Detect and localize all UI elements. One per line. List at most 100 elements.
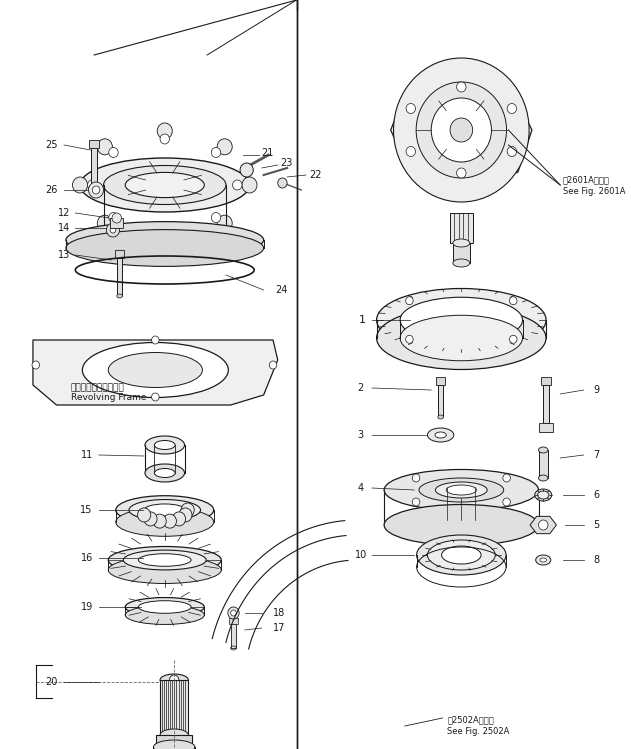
Ellipse shape [145, 436, 184, 454]
Text: 第2601A図参照: 第2601A図参照 [563, 175, 610, 184]
Ellipse shape [540, 558, 546, 562]
Bar [438, 385, 444, 417]
Circle shape [160, 226, 170, 236]
Ellipse shape [129, 500, 201, 521]
Bar [436, 377, 445, 385]
Text: 4: 4 [358, 483, 363, 493]
Bar [117, 258, 122, 296]
Text: 26: 26 [45, 185, 58, 195]
Circle shape [73, 177, 88, 193]
Text: 19: 19 [81, 602, 93, 612]
Circle shape [97, 139, 112, 155]
Circle shape [269, 361, 277, 369]
Ellipse shape [66, 222, 264, 258]
Ellipse shape [446, 485, 476, 495]
Ellipse shape [153, 740, 195, 749]
Text: レボルビングフレーム: レボルビングフレーム [71, 383, 124, 392]
Circle shape [431, 98, 492, 162]
Ellipse shape [435, 482, 487, 498]
Text: 24: 24 [275, 285, 287, 295]
Circle shape [406, 297, 413, 305]
Ellipse shape [160, 729, 188, 741]
Circle shape [509, 297, 517, 305]
Text: 21: 21 [262, 148, 274, 158]
Circle shape [406, 147, 415, 157]
Text: See Fig. 2502A: See Fig. 2502A [447, 727, 510, 736]
Bar [450, 213, 473, 243]
Text: 10: 10 [355, 550, 367, 560]
Circle shape [153, 514, 166, 528]
Circle shape [242, 177, 257, 193]
Circle shape [157, 231, 172, 247]
Bar [229, 618, 238, 624]
Ellipse shape [116, 508, 214, 536]
Ellipse shape [442, 546, 481, 564]
Ellipse shape [400, 297, 522, 343]
Ellipse shape [538, 491, 549, 499]
Ellipse shape [125, 598, 204, 616]
Polygon shape [391, 70, 532, 193]
Circle shape [412, 474, 420, 482]
Polygon shape [530, 516, 557, 533]
Ellipse shape [427, 540, 495, 570]
Circle shape [503, 498, 510, 506]
Bar [153, 747, 195, 749]
Ellipse shape [125, 605, 204, 625]
Ellipse shape [538, 447, 548, 453]
Circle shape [112, 213, 121, 223]
Text: 16: 16 [81, 553, 93, 563]
Text: 5: 5 [593, 520, 599, 530]
Ellipse shape [155, 440, 175, 449]
Circle shape [457, 82, 466, 92]
Bar [453, 243, 470, 263]
Ellipse shape [377, 288, 546, 351]
Ellipse shape [66, 230, 264, 267]
Ellipse shape [384, 470, 538, 511]
Circle shape [278, 178, 287, 188]
Circle shape [217, 215, 232, 231]
Bar [110, 218, 123, 228]
Bar [115, 250, 124, 258]
Ellipse shape [438, 415, 444, 419]
Circle shape [406, 336, 413, 343]
Text: 11: 11 [81, 450, 93, 460]
Text: Revolving Frame: Revolving Frame [71, 393, 146, 402]
Bar [543, 385, 549, 423]
Circle shape [88, 180, 97, 190]
Ellipse shape [138, 601, 191, 613]
Circle shape [160, 134, 170, 144]
Circle shape [172, 512, 186, 526]
Text: 20: 20 [45, 677, 58, 687]
Ellipse shape [117, 294, 122, 298]
Text: 1: 1 [359, 315, 366, 325]
Circle shape [88, 182, 103, 198]
Ellipse shape [538, 475, 548, 481]
Circle shape [179, 508, 192, 522]
Ellipse shape [138, 554, 191, 566]
Circle shape [412, 498, 420, 506]
Circle shape [151, 336, 159, 344]
Text: 15: 15 [80, 505, 93, 515]
Circle shape [110, 227, 116, 233]
Text: 17: 17 [273, 623, 285, 633]
Text: See Fig. 2601A: See Fig. 2601A [563, 187, 625, 196]
Circle shape [503, 474, 510, 482]
Circle shape [509, 336, 517, 343]
Circle shape [107, 223, 119, 237]
Ellipse shape [156, 741, 192, 749]
Ellipse shape [125, 172, 204, 198]
Ellipse shape [123, 550, 206, 570]
Circle shape [92, 186, 100, 194]
Circle shape [457, 168, 466, 178]
Ellipse shape [377, 306, 546, 369]
Text: 7: 7 [593, 450, 599, 460]
Circle shape [181, 503, 194, 517]
Ellipse shape [116, 496, 214, 524]
Circle shape [144, 512, 157, 526]
Ellipse shape [427, 428, 454, 442]
Circle shape [138, 508, 151, 522]
Ellipse shape [144, 504, 186, 516]
Ellipse shape [400, 315, 522, 361]
Ellipse shape [416, 535, 506, 575]
Bar [231, 624, 237, 648]
